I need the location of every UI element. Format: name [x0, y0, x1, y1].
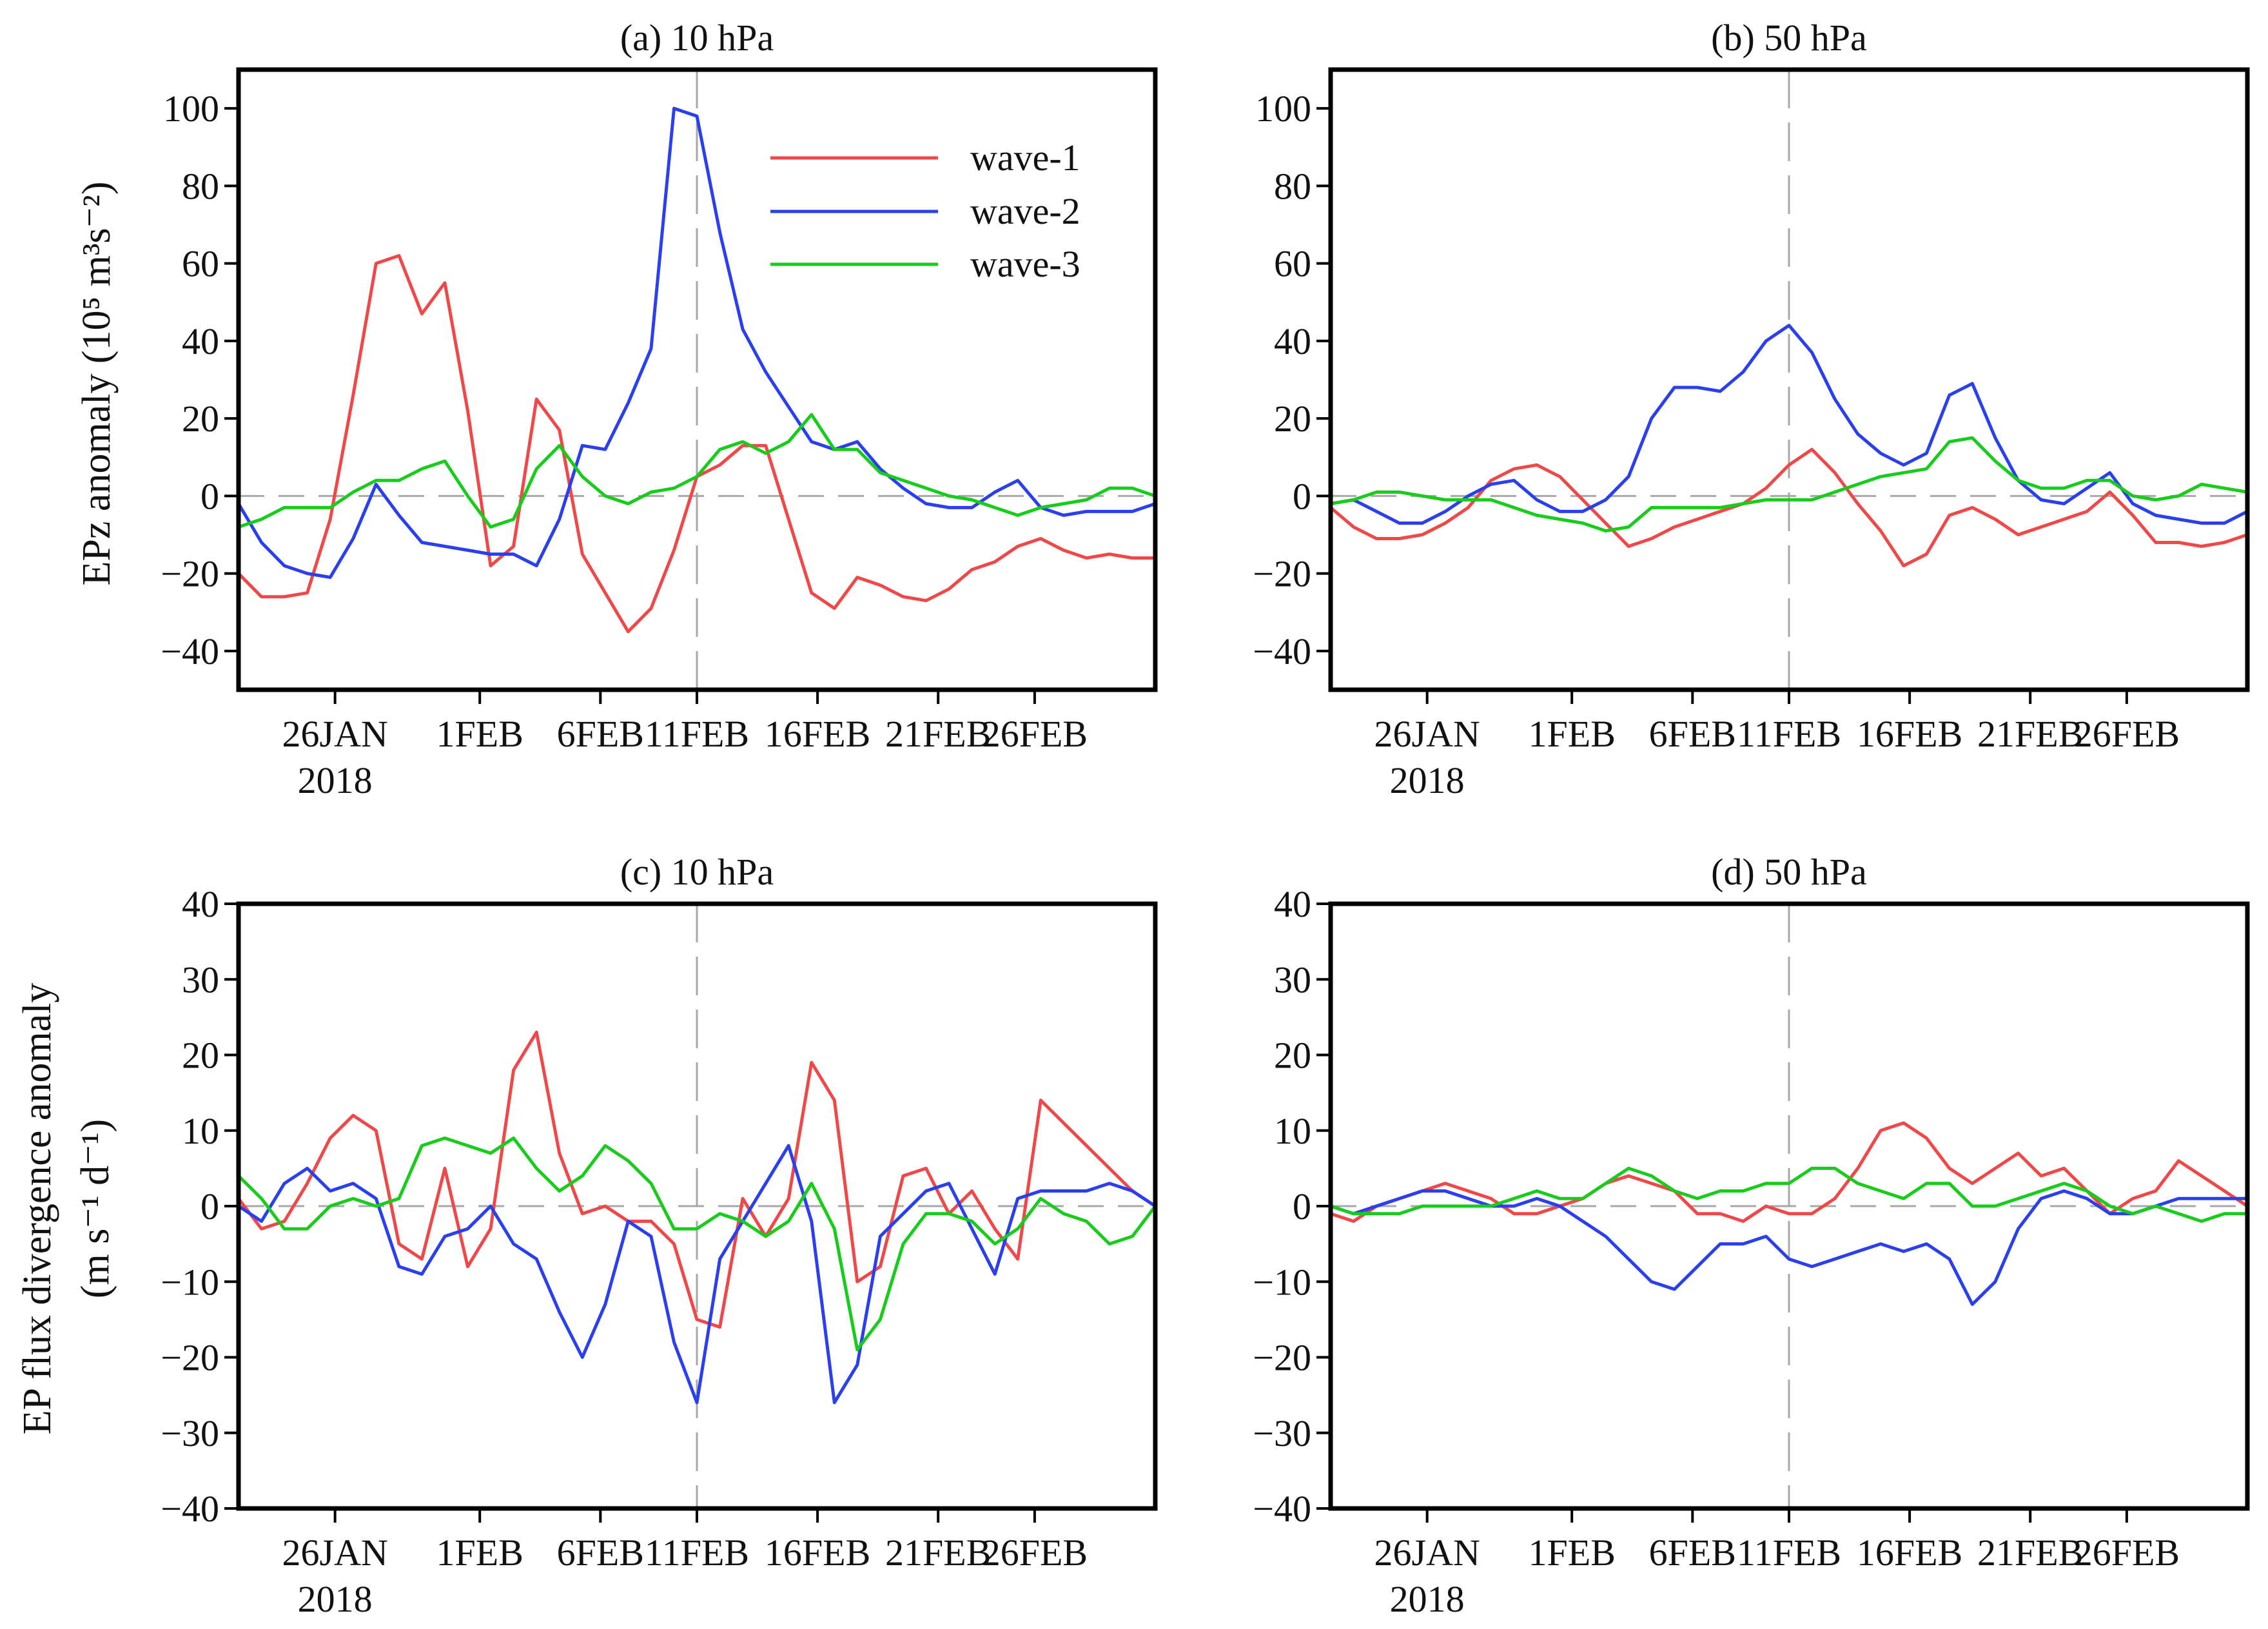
top-row-ylabel: EPz anomaly (10⁵ m³s⁻²) — [75, 181, 119, 585]
x-tick-label: 6FEB — [1649, 1532, 1736, 1574]
y-tick-label: 60 — [1274, 243, 1311, 285]
y-tick-label: 0 — [200, 1185, 219, 1227]
y-tick-label: −40 — [1253, 1488, 1311, 1530]
x-tick-label: 21FEB — [885, 1532, 991, 1574]
y-tick-label: 80 — [1274, 165, 1311, 207]
series-line-wave-2 — [237, 106, 1156, 580]
legend-label-wave-2: wave-2 — [970, 190, 1080, 232]
y-tick-label: −40 — [1253, 630, 1311, 672]
y-tick-label: 20 — [1274, 1035, 1311, 1077]
x-tick-label: 26FEB — [2074, 713, 2180, 755]
series-line-wave-3 — [1330, 436, 2248, 532]
bottom-row-ylabel-line1: EP flux divergence anomaly — [15, 983, 59, 1435]
y-tick-label: −30 — [161, 1412, 219, 1454]
x-tick-label: 1FEB — [436, 1532, 523, 1574]
x-tick-year-label: 2018 — [298, 1578, 373, 1620]
x-tick-label: 26FEB — [2074, 1532, 2180, 1574]
y-tick-label: 40 — [1274, 883, 1311, 925]
x-tick-label: 21FEB — [1977, 1532, 2083, 1574]
y-tick-label: 30 — [1274, 959, 1311, 1000]
x-tick-year-label: 2018 — [298, 759, 373, 801]
x-tick-label: 1FEB — [1529, 713, 1616, 755]
series-line-wave-2 — [237, 1144, 1157, 1405]
panel-c-10hpa-divergence: (c) 10 hPa −40 −30 −20 −10 0 10 20 30 40 26JAN2018… — [161, 851, 1158, 1620]
series-line-wave-2 — [1330, 324, 2249, 525]
panel-d-50hpa-divergence: (d) 50 hPa −40 −30 −20 −10 0 10 20 30 40 26JAN2018… — [1253, 851, 2250, 1620]
y-tick-label: 80 — [182, 165, 219, 207]
x-tick-label: 6FEB — [557, 1532, 644, 1574]
x-tick-label: 26FEB — [982, 1532, 1088, 1574]
x-tick-label: 1FEB — [1529, 1532, 1616, 1574]
y-tick-label: 20 — [182, 1035, 219, 1077]
x-tick-label: 26JAN — [282, 1532, 388, 1574]
y-tick-label: −40 — [161, 1488, 219, 1530]
x-tick-label: 11FEB — [645, 1532, 749, 1574]
y-tick-label: −20 — [161, 1337, 219, 1379]
y-tick-label: 0 — [1293, 1185, 1311, 1227]
x-tick-label: 11FEB — [645, 713, 749, 755]
x-tick-label: 6FEB — [1649, 713, 1736, 755]
plot-frame — [1328, 67, 2250, 692]
legend-label-wave-1: wave-1 — [970, 137, 1080, 179]
y-tick-label: −30 — [1253, 1412, 1311, 1454]
y-tick-label: 20 — [1274, 398, 1311, 440]
y-tick-label: −20 — [161, 553, 219, 595]
x-tick-label: 6FEB — [557, 713, 644, 755]
x-tick-label: 21FEB — [1977, 713, 2083, 755]
x-tick-year-label: 2018 — [1390, 1578, 1465, 1620]
legend: wave-1 wave-2 wave-3 — [770, 137, 1080, 285]
y-tick-label: 40 — [182, 883, 219, 925]
x-tick-label: 11FEB — [1737, 713, 1841, 755]
series-line-wave-2 — [1330, 1189, 2247, 1306]
panel-title-a: (a) 10 hPa — [620, 17, 774, 59]
y-tick-label: −40 — [161, 630, 219, 672]
x-tick-label: 26FEB — [982, 713, 1088, 755]
series-line-wave-3 — [1330, 1166, 2247, 1223]
x-tick-label: 16FEB — [765, 713, 870, 755]
y-tick-label: 60 — [182, 243, 219, 285]
series-line-wave-1 — [1330, 1121, 2249, 1223]
x-tick-label: 26JAN — [1374, 713, 1480, 755]
y-tick-label: 0 — [200, 475, 219, 517]
y-tick-label: 40 — [1274, 320, 1311, 362]
y-tick-label: 20 — [182, 398, 219, 440]
y-tick-label: 0 — [1293, 475, 1311, 517]
x-tick-label: 11FEB — [1737, 1532, 1841, 1574]
panel-title-b: (b) 50 hPa — [1711, 17, 1867, 59]
bottom-row-ylabel-line2: (m s⁻¹ d⁻¹) — [73, 1119, 117, 1298]
y-tick-label: 10 — [1274, 1110, 1311, 1152]
y-tick-label: −20 — [1253, 553, 1311, 595]
series-line-wave-3 — [237, 1136, 1157, 1352]
y-tick-label: 100 — [163, 88, 219, 130]
x-tick-label: 16FEB — [1857, 713, 1962, 755]
y-tick-label: −20 — [1253, 1337, 1311, 1379]
y-tick-label: −10 — [1253, 1261, 1311, 1303]
panel-title-c: (c) 10 hPa — [620, 851, 774, 893]
x-tick-label: 16FEB — [765, 1532, 870, 1574]
x-tick-label: 1FEB — [436, 713, 523, 755]
y-tick-label: −10 — [161, 1261, 219, 1303]
panel-title-d: (d) 50 hPa — [1711, 851, 1867, 893]
y-tick-label: 10 — [182, 1110, 219, 1152]
x-tick-label: 21FEB — [885, 713, 991, 755]
series-line-wave-3 — [238, 413, 1156, 529]
x-tick-label: 26JAN — [1374, 1532, 1480, 1574]
x-tick-label: 26JAN — [282, 713, 388, 755]
y-tick-label: 100 — [1255, 88, 1311, 130]
legend-label-wave-3: wave-3 — [970, 243, 1080, 285]
x-tick-label: 16FEB — [1857, 1532, 1962, 1574]
y-tick-label: 30 — [182, 959, 219, 1000]
x-tick-year-label: 2018 — [1390, 759, 1465, 801]
y-tick-label: 40 — [182, 320, 219, 362]
